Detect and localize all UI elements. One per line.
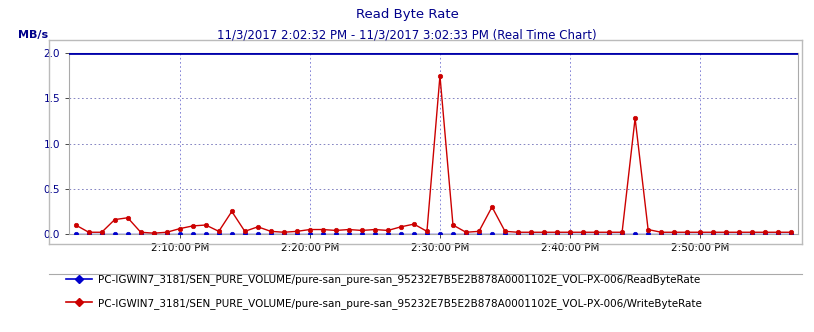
Text: 11/3/2017 2:02:32 PM - 11/3/2017 3:02:33 PM (Real Time Chart): 11/3/2017 2:02:32 PM - 11/3/2017 3:02:33… [217, 28, 597, 41]
Text: MB/s: MB/s [18, 31, 48, 41]
Legend: PC-IGWIN7_3181/SEN_PURE_VOLUME/pure-san_pure-san_95232E7B5E2B878A0001102E_VOL-PX: PC-IGWIN7_3181/SEN_PURE_VOLUME/pure-san_… [66, 297, 702, 308]
Legend: PC-IGWIN7_3181/SEN_PURE_VOLUME/pure-san_pure-san_95232E7B5E2B878A0001102E_VOL-PX: PC-IGWIN7_3181/SEN_PURE_VOLUME/pure-san_… [66, 274, 700, 285]
Text: Read Byte Rate: Read Byte Rate [356, 8, 458, 21]
